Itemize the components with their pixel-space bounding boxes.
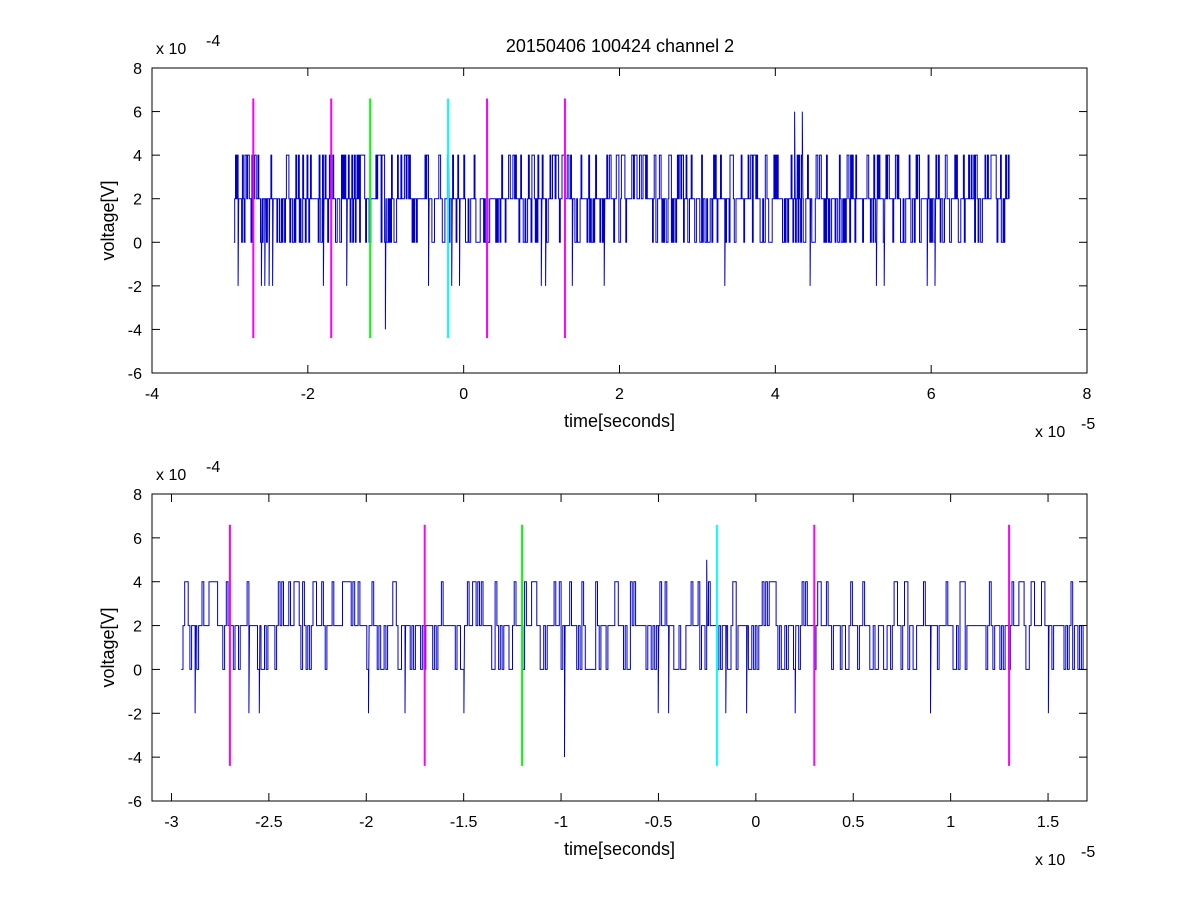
y-exponent-label: x 10 xyxy=(156,41,186,58)
x-axis-label: time[seconds] xyxy=(564,411,675,431)
x-axis-label: time[seconds] xyxy=(564,839,675,859)
x-tick-label: 4 xyxy=(771,386,780,403)
chart-title: 20150406 100424 channel 2 xyxy=(506,36,734,56)
y-tick-label: 2 xyxy=(133,192,142,209)
y-tick-label: -6 xyxy=(128,366,142,383)
y-tick-label: 2 xyxy=(133,619,142,636)
x-tick-label: 1.5 xyxy=(1037,814,1059,831)
x-tick-label: 0.5 xyxy=(842,814,864,831)
x-exponent-label: x 10 xyxy=(1035,852,1065,869)
y-tick-label: 8 xyxy=(133,487,142,504)
y-tick-label: 0 xyxy=(133,662,142,679)
x-tick-label: 1 xyxy=(946,814,955,831)
y-tick-label: 6 xyxy=(133,105,142,122)
y-tick-label: -4 xyxy=(128,322,142,339)
y-tick-label: -4 xyxy=(128,750,142,767)
y-exponent-power: -4 xyxy=(206,459,220,476)
x-tick-label: -2 xyxy=(301,386,315,403)
x-exponent-power: -5 xyxy=(1081,844,1095,861)
x-tick-label: 8 xyxy=(1083,386,1092,403)
y-axis-label: voltage[V] xyxy=(98,607,118,687)
y-tick-label: 4 xyxy=(133,148,142,165)
x-tick-label: -0.5 xyxy=(645,814,673,831)
y-tick-label: 4 xyxy=(133,575,142,592)
y-tick-label: 0 xyxy=(133,235,142,252)
x-tick-label: -1.5 xyxy=(450,814,478,831)
y-exponent-power: -4 xyxy=(206,33,220,50)
signal-trace xyxy=(233,111,1010,330)
x-tick-label: 0 xyxy=(751,814,760,831)
x-tick-label: -2.5 xyxy=(255,814,283,831)
x-exponent-power: -5 xyxy=(1081,416,1095,433)
x-tick-label: 0 xyxy=(459,386,468,403)
x-tick-label: -1 xyxy=(554,814,568,831)
y-exponent-label: x 10 xyxy=(156,467,186,484)
y-axis-label: voltage[V] xyxy=(98,180,118,260)
signal-trace xyxy=(181,559,1084,758)
x-tick-label: -4 xyxy=(145,386,159,403)
y-tick-label: -6 xyxy=(128,794,142,811)
x-tick-label: 6 xyxy=(927,386,936,403)
y-tick-label: 6 xyxy=(133,531,142,548)
y-tick-label: -2 xyxy=(128,706,142,723)
x-tick-label: -3 xyxy=(164,814,178,831)
x-exponent-label: x 10 xyxy=(1035,424,1065,441)
bottom-panel: -3 -2.5 -2 -1.5 -1 -0.5 0 0.5 1 1.5 -6 -4 -2 0 2 4 6 8 x 1… xyxy=(98,459,1095,869)
x-tick-label: -2 xyxy=(359,814,373,831)
y-tick-label: -2 xyxy=(128,279,142,296)
x-tick-label: 2 xyxy=(615,386,624,403)
axes-frame xyxy=(151,493,1088,802)
y-tick-label: 8 xyxy=(133,61,142,78)
